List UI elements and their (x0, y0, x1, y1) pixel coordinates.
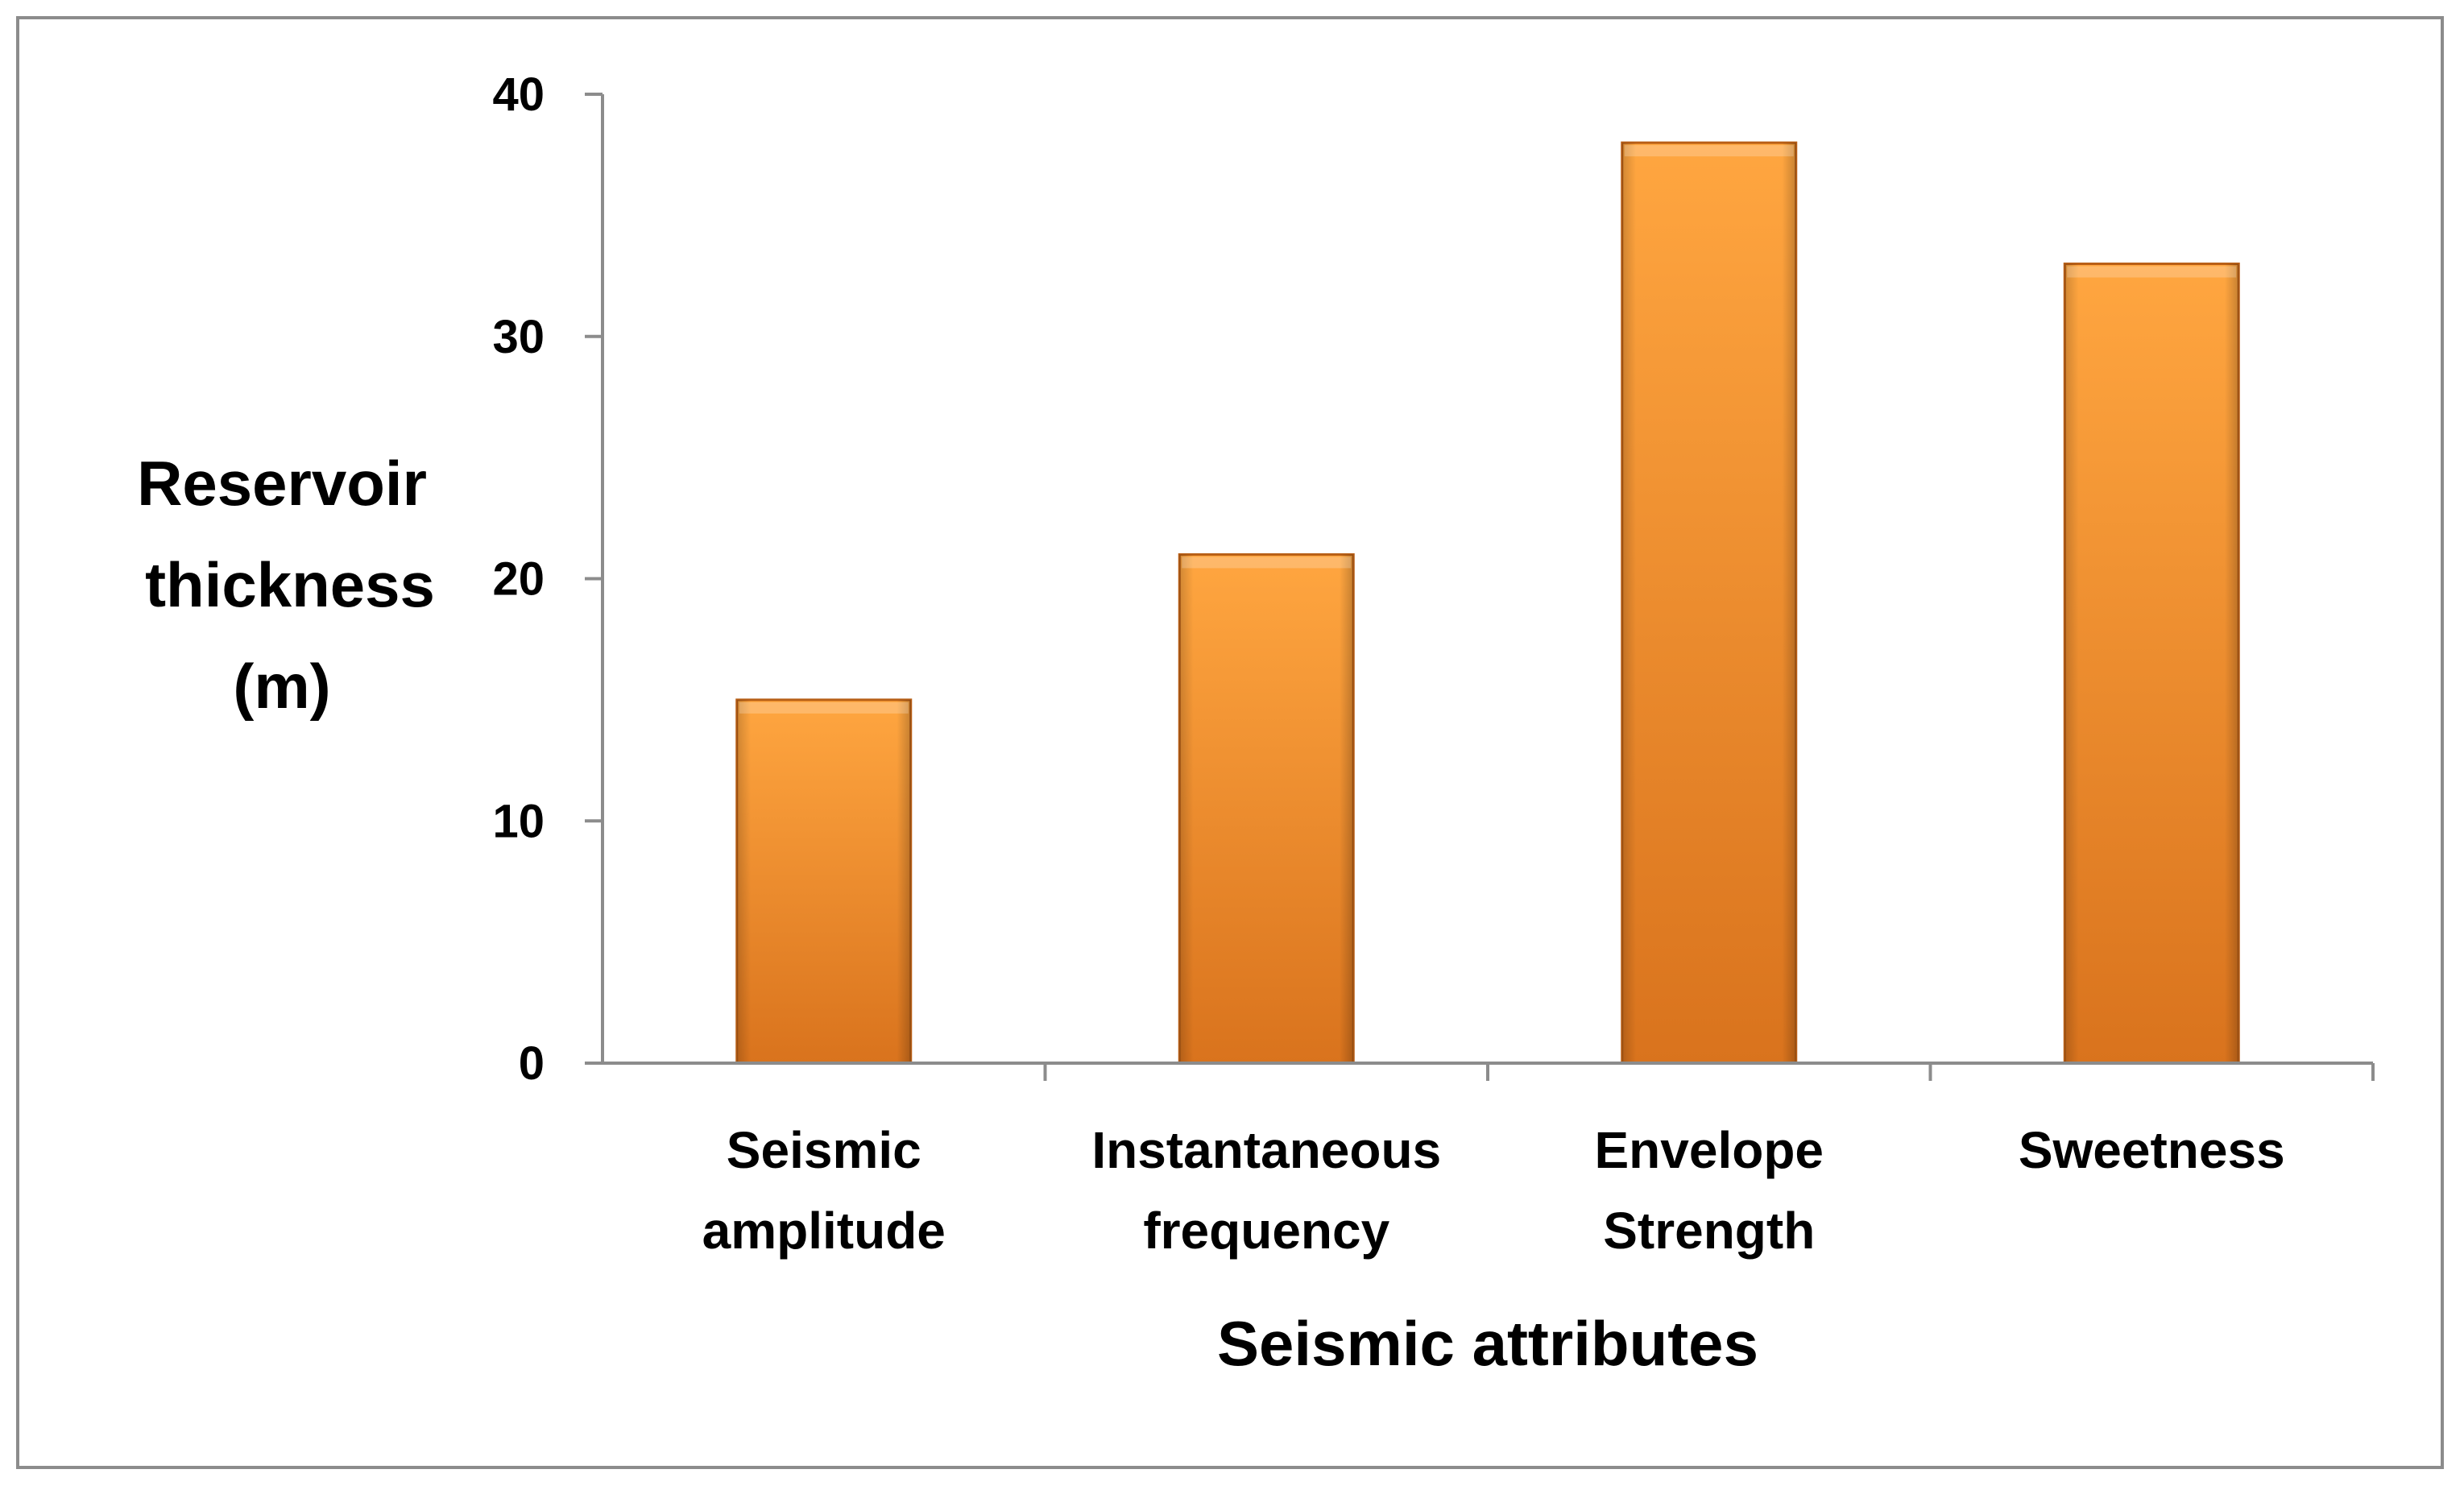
bar-shading (2064, 263, 2239, 1063)
bar-top-highlight (739, 702, 909, 714)
labels-group: 0 10 20 30 40 Seismic amplitude Instantaneous fr… (137, 68, 2285, 1379)
bar-shading (736, 699, 911, 1063)
y-tick-label: 0 (519, 1037, 545, 1090)
y-tick-label: 20 (492, 553, 545, 606)
x-tick-label: Seismic amplitude (702, 1121, 946, 1260)
bar-top-highlight (1182, 557, 1352, 569)
bars-group (735, 141, 2240, 1065)
bar-top-highlight (2067, 266, 2237, 278)
y-axis-title: Reservoir thickness (m) (137, 448, 435, 722)
bar-1 (735, 698, 913, 1065)
axes-group (585, 93, 2375, 1081)
y-tick-label: 30 (492, 311, 545, 363)
bar-top-highlight (1624, 145, 1794, 157)
x-tick-label: Instantaneous frequency (1091, 1121, 1441, 1260)
y-tick-label: 40 (492, 68, 545, 121)
bar-4 (2063, 263, 2240, 1065)
x-axis-title: Seismic attributes (1217, 1308, 1758, 1379)
bar-shading (1621, 143, 1796, 1063)
bar-2 (1178, 553, 1355, 1065)
bar-shading (1179, 554, 1354, 1063)
y-tick-label: 10 (492, 795, 545, 847)
x-tick-label: Sweetness (2019, 1121, 2285, 1179)
x-tick-label: Envelope Strength (1594, 1121, 1824, 1260)
bar-3 (1621, 141, 1798, 1065)
